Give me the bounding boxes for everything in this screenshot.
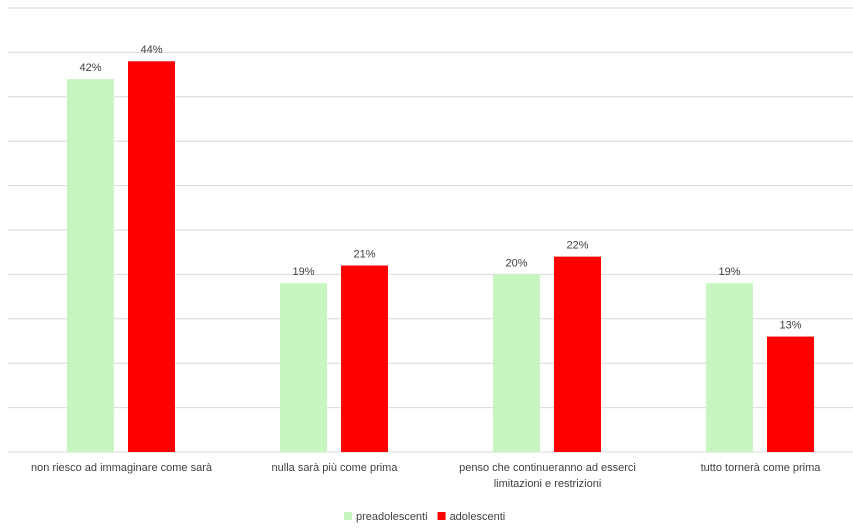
x-tick-label: tutto tornerà come prima [656, 460, 853, 476]
data-label: 19% [292, 266, 314, 278]
bar [706, 283, 753, 452]
data-label: 20% [505, 257, 527, 269]
x-tick-label: non riesco ad immaginare come sarà [17, 460, 227, 476]
bar [767, 337, 814, 452]
bar [280, 283, 327, 452]
data-label: 19% [718, 266, 740, 278]
bar [128, 61, 175, 452]
data-label: 13% [779, 319, 801, 331]
bar [341, 266, 388, 452]
legend-label: adolescenti [450, 511, 506, 523]
bar [67, 79, 114, 452]
bar [493, 274, 540, 452]
x-tick-label: penso che continueranno ad esserci limit… [443, 460, 653, 492]
data-label: 21% [353, 248, 375, 260]
bar [554, 257, 601, 452]
legend-swatch [438, 512, 446, 520]
legend-swatch [344, 512, 352, 520]
data-label: 44% [140, 44, 162, 56]
data-label: 42% [79, 62, 101, 74]
x-tick-label: nulla sarà più come prima [230, 460, 440, 476]
data-label: 22% [566, 240, 588, 252]
legend-label: preadolescenti [356, 511, 428, 523]
